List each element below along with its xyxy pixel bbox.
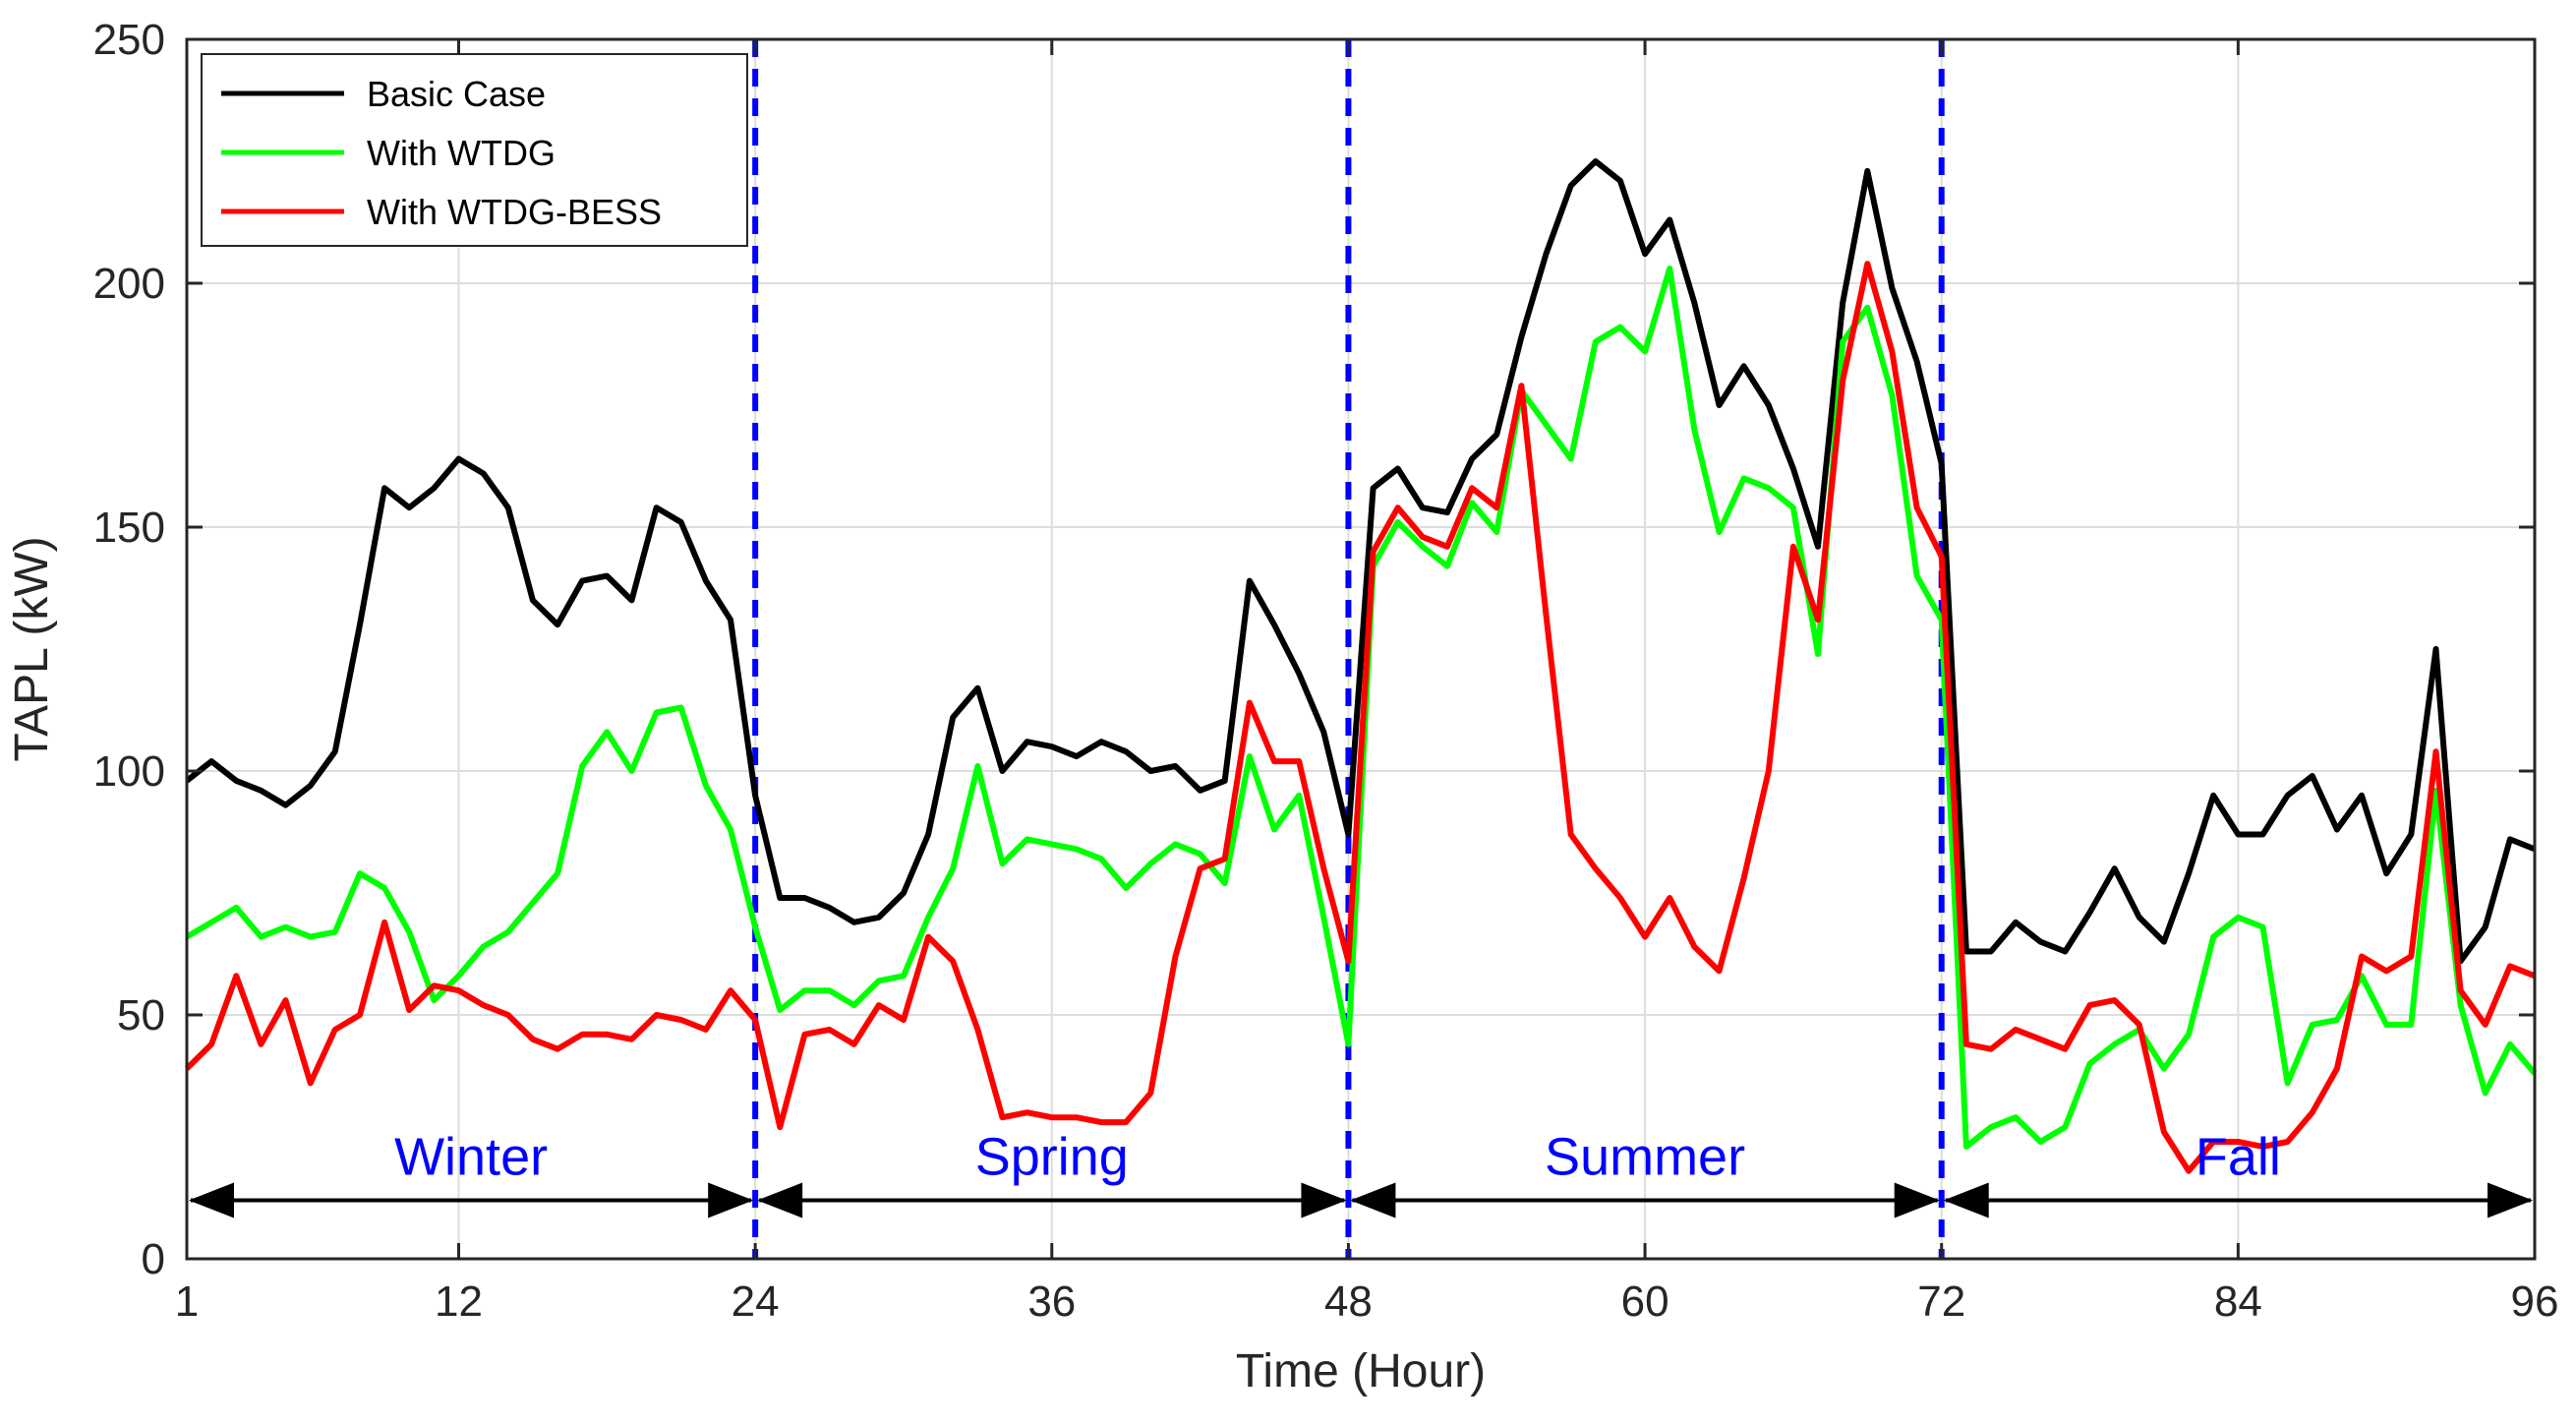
x-tick-label: 1 [175,1277,199,1326]
season-label: Summer [1545,1127,1745,1186]
x-axis-title: Time (Hour) [1236,1345,1486,1397]
x-tick-label: 24 [732,1277,780,1326]
y-tick-label: 100 [93,747,165,796]
plot-frame [185,37,2537,1261]
season-arrow-head-right [1301,1182,1347,1218]
y-tick-label: 150 [93,504,165,552]
legend-label-basic-case: Basic Case [367,74,546,114]
season-arrow-head-right [1894,1182,1940,1218]
legend: Basic Case With WTDG With WTDG-BESS [201,53,748,247]
legend-label-with-wtdg-bess: With WTDG-BESS [367,192,662,232]
x-tick-label: 36 [1027,1277,1076,1326]
series-line-2 [184,261,2537,1174]
season-arrow-head-left [757,1182,803,1218]
y-tick-label: 50 [117,991,165,1040]
axis-ticks: 1 12 24 36 48 60 72 84 96 0 50 100 150 200 250 [93,16,2559,1326]
season-arrow-head-left [1943,1182,1989,1218]
series-line-0 [185,158,2537,965]
season-label: Fall [2195,1127,2281,1186]
season-arrow-head-right [708,1182,754,1218]
legend-label-with-wtdg: With WTDG [367,133,556,173]
season-dividers [752,39,1945,1259]
season-arrows: Winter Spring Summer Fall [189,1127,2533,1218]
x-tick-label: 60 [1621,1277,1669,1326]
y-tick-label: 250 [93,16,165,64]
x-tick-label: 96 [2511,1277,2559,1326]
season-label: Winter [394,1127,548,1186]
season-arrow-head-left [1350,1182,1396,1218]
x-tick-label: 48 [1324,1277,1373,1326]
season-label: Spring [975,1127,1129,1186]
x-tick-label: 72 [1917,1277,1965,1326]
y-tick-label: 200 [93,260,165,308]
season-arrow-head-left [189,1182,234,1218]
series-lines [184,158,2538,1174]
y-axis-title: TAPL (kW) [6,536,58,761]
x-tick-label: 12 [435,1277,483,1326]
y-tick-label: 0 [142,1235,165,1283]
season-arrow-head-right [2488,1182,2533,1218]
x-tick-label: 84 [2214,1277,2262,1326]
